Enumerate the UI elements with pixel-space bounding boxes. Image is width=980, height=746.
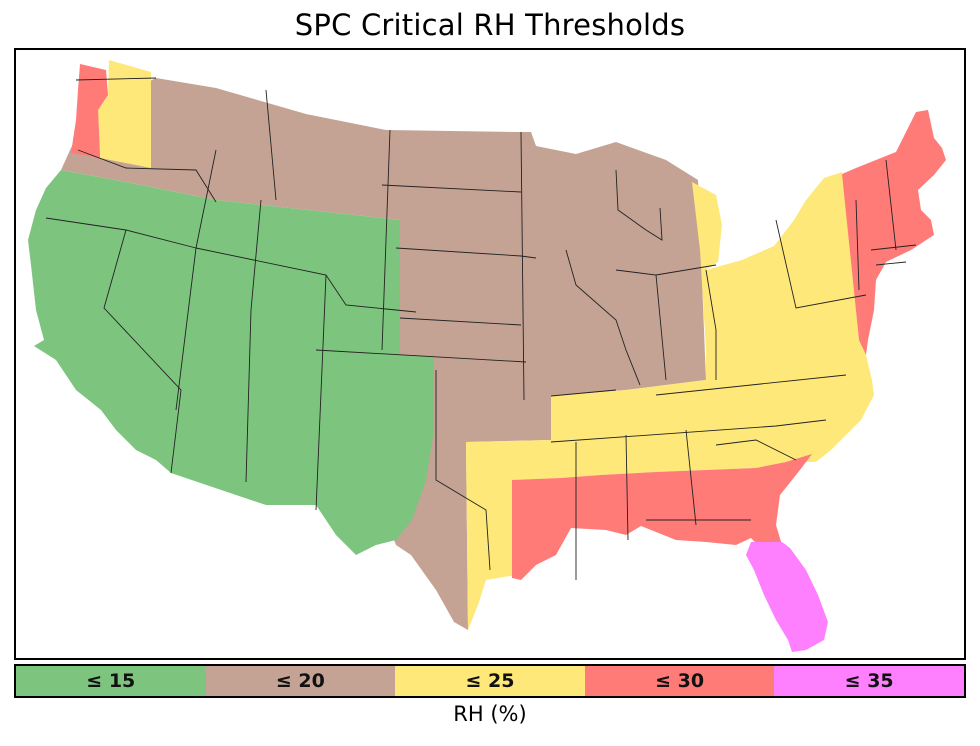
region-le20 [61,78,706,630]
region-le25-east [466,172,874,630]
conus-map [28,60,946,652]
legend-label: ≤ 25 [465,670,515,692]
colorbar-legend: ≤ 15 ≤ 20 ≤ 25 ≤ 30 ≤ 35 [14,664,966,698]
region-le35-florida [746,542,828,652]
region-le25-washington [98,60,151,168]
legend-item-le20: ≤ 20 [205,666,396,696]
legend-label: ≤ 35 [844,670,894,692]
legend-item-le30: ≤ 30 [584,666,775,696]
region-le30-wa-coast [71,64,108,158]
region-le15 [28,170,434,555]
legend-label: ≤ 20 [275,670,325,692]
region-le30-gulf [512,454,812,580]
chart-title: SPC Critical RH Thresholds [294,8,686,42]
legend-label: ≤ 15 [86,670,136,692]
legend-item-le25: ≤ 25 [395,666,585,696]
map-frame [14,48,966,660]
legend-item-le15: ≤ 15 [16,666,206,696]
legend-item-le35: ≤ 35 [774,666,964,696]
legend-label: ≤ 30 [655,670,705,692]
state-boundaries [45,77,917,580]
colorbar-axis-label: RH (%) [453,702,527,726]
